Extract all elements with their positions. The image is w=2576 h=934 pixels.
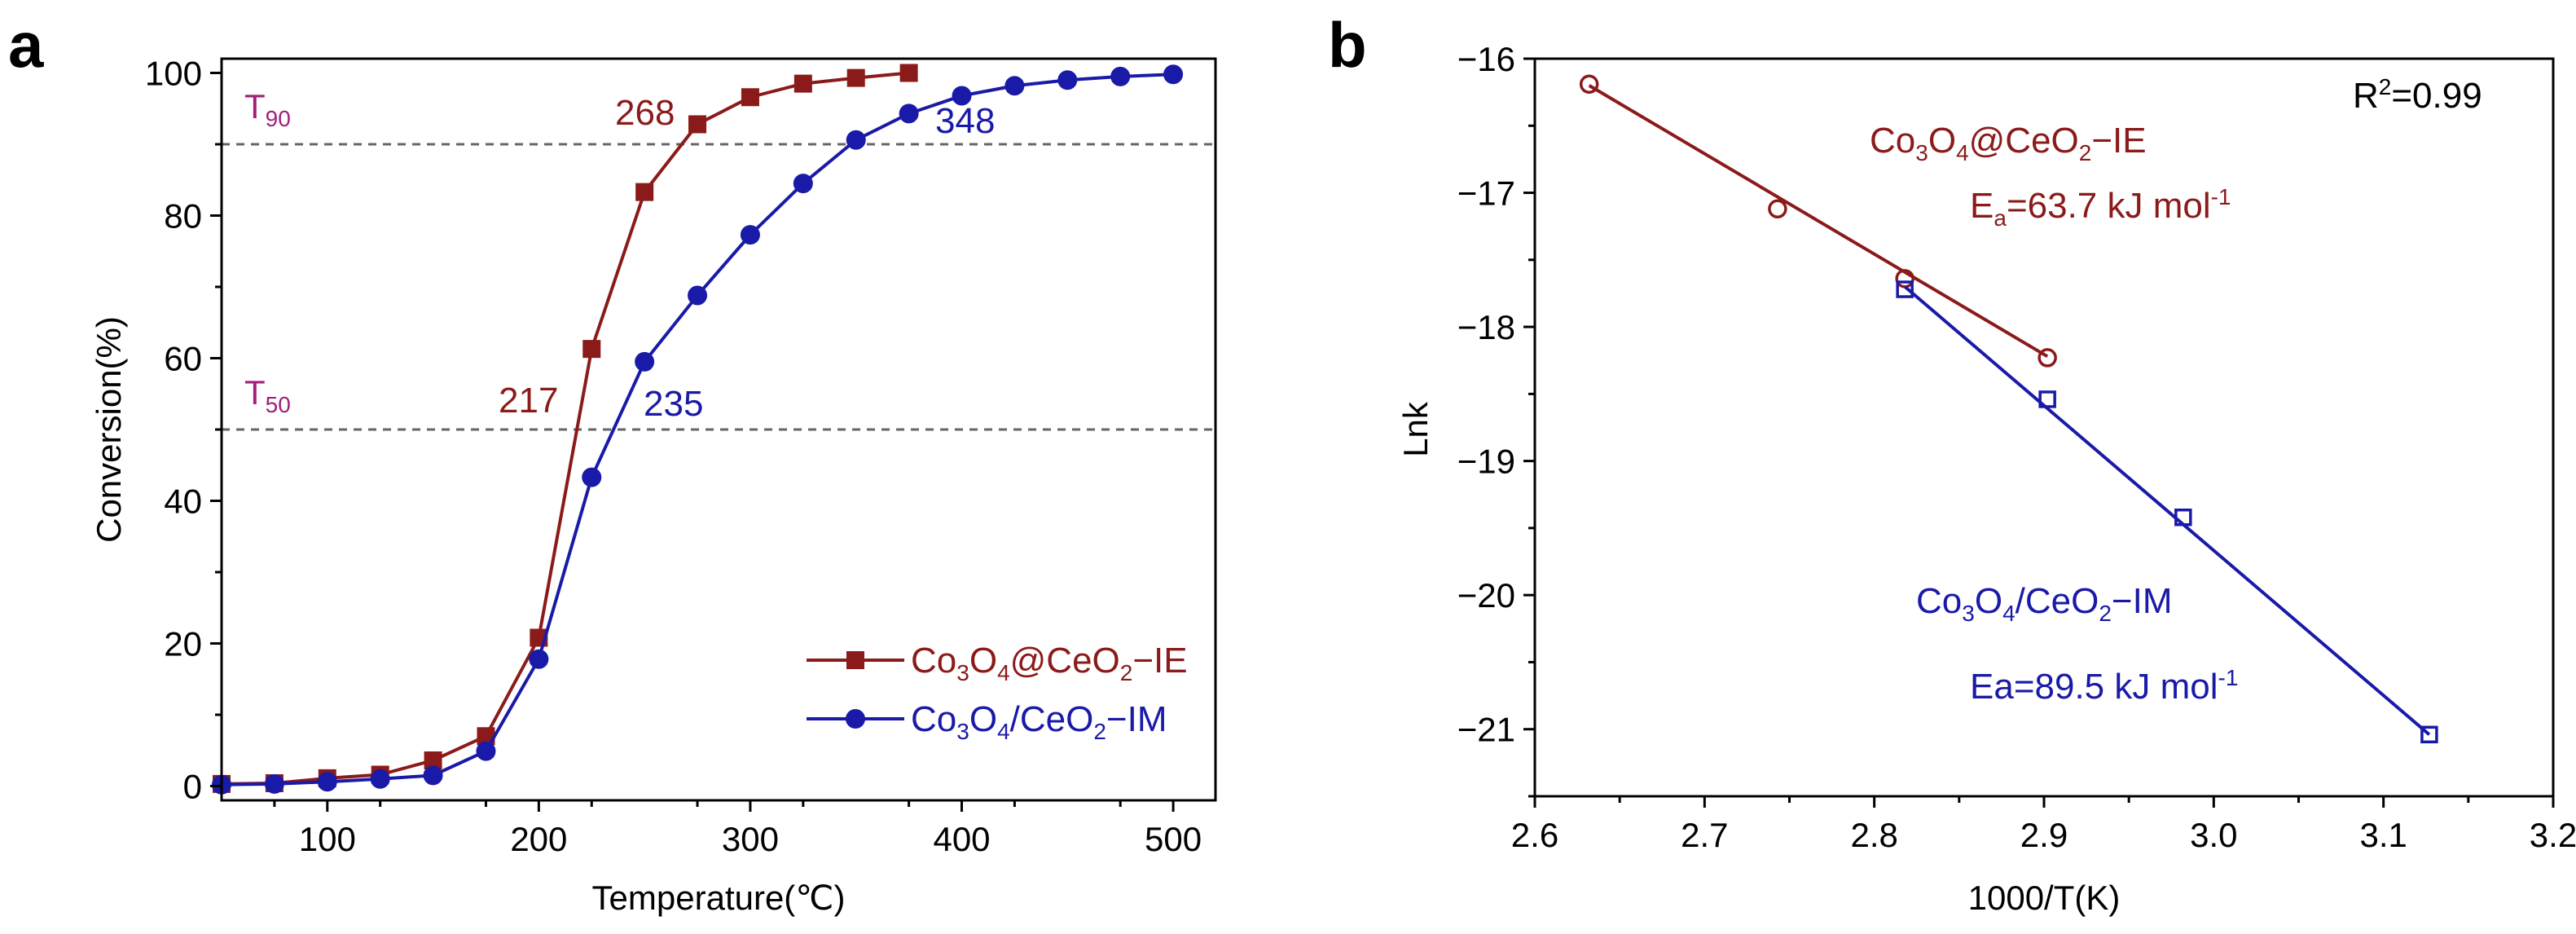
data-point-im: [1896, 280, 1914, 298]
data-point-ie: [899, 64, 918, 82]
y-tick-label-b: −21: [1457, 711, 1515, 749]
x-tick-label: 400: [933, 820, 990, 858]
x-tick-label-b: 3.2: [2530, 816, 2576, 854]
ie-activation-energy: Ea=63.7 kJ mol-1: [1970, 184, 2231, 231]
data-point-im: [740, 225, 760, 245]
data-point-im: [1163, 64, 1184, 85]
x-tick-label-b: 3.0: [2190, 816, 2237, 854]
x-axis-label: Temperature(℃): [592, 879, 846, 917]
y-tick-label-b: −18: [1457, 308, 1515, 346]
x-tick-label-b: 2.8: [1850, 816, 1897, 854]
data-point-ie: [846, 68, 865, 87]
x-tick-label-b: 2.7: [1681, 816, 1728, 854]
annotation-ie-t50: 217: [499, 381, 558, 421]
panel-b-label: b: [1328, 9, 1367, 81]
data-point-im: [476, 741, 496, 761]
data-point-im: [2038, 390, 2056, 408]
conversion-series: [212, 64, 1184, 795]
data-point-ie: [688, 115, 707, 134]
y-axis-label-b: Lnk: [1396, 401, 1435, 457]
y-tick-label: 40: [164, 482, 202, 521]
t90-label: T90: [244, 87, 291, 131]
data-point-im: [370, 769, 390, 789]
legend-entry-ie: Co3O4@CeO2−IE: [807, 641, 1188, 685]
x-tick-label-b: 3.1: [2359, 816, 2407, 854]
x-axis-ticks: 100 200 300 400 500: [273, 800, 1202, 858]
chart-a: 100 200 300 400 500 0 20 40 60 80 100 Temperature…: [90, 55, 1217, 917]
x-tick-label: 100: [299, 820, 356, 858]
im-series-name: Co3O4/CeO2−IM: [1916, 581, 2173, 626]
data-point-im: [1110, 66, 1131, 86]
x-tick-label-b: 2.6: [1511, 816, 1558, 854]
ie-series-name: Co3O4@CeO2−IE: [1870, 121, 2147, 165]
y-tick-label-b: −19: [1457, 443, 1515, 481]
data-point-im: [582, 467, 602, 487]
fit-line-im: [1903, 285, 2431, 736]
y-tick-label-b: −20: [1457, 576, 1515, 615]
data-point-im: [899, 104, 919, 124]
data-point-im: [793, 174, 813, 194]
r-squared-label: R2=0.99: [2353, 74, 2482, 116]
data-point-ie: [1579, 74, 1599, 95]
y-tick-label: 60: [164, 340, 202, 378]
data-point-ie: [1768, 199, 1787, 219]
data-point-im: [688, 285, 708, 306]
data-point-ie: [635, 183, 654, 201]
x-axis-label-b: 1000/T(K): [1968, 879, 2121, 917]
data-point-ie: [741, 88, 759, 107]
chart-b: 2.6 2.7 2.8 2.9 3.0 3.1 3.2 −16 −17 −18 −19 −20 −21…: [1396, 40, 2576, 917]
data-point-im: [317, 772, 337, 792]
data-point-im: [264, 773, 284, 794]
data-point-ie: [424, 751, 442, 769]
y-tick-label: 20: [164, 625, 202, 663]
y-tick-label: 100: [145, 55, 202, 93]
legend-entry-im: Co3O4/CeO2−IM: [807, 699, 1167, 744]
t50-label: T50: [244, 373, 291, 417]
data-point-im: [529, 649, 549, 669]
data-point-im: [846, 130, 866, 150]
arrhenius-series: [1579, 74, 2438, 744]
data-point-ie: [2038, 348, 2057, 368]
fit-line-ie: [1588, 84, 2049, 359]
y-axis-ticks-b: −16 −17 −18 −19 −20 −21: [1457, 40, 1535, 798]
legend-label-ie: Co3O4@CeO2−IE: [911, 641, 1188, 685]
threshold-lines: [222, 143, 1215, 431]
data-point-im: [2174, 508, 2192, 526]
data-point-ie: [793, 74, 812, 93]
annotation-im-t90: 348: [935, 101, 995, 141]
y-axis-label: Conversion(%): [90, 316, 128, 543]
annotation-im-t50: 235: [644, 384, 703, 424]
x-tick-label: 200: [510, 820, 567, 858]
data-point-im: [635, 351, 655, 372]
data-point-im: [2420, 725, 2438, 744]
y-tick-label: 80: [164, 197, 202, 236]
x-tick-label: 300: [722, 820, 779, 858]
y-tick-label: 0: [183, 768, 202, 806]
y-tick-label-b: −16: [1457, 40, 1515, 78]
y-tick-label-b: −17: [1457, 174, 1515, 213]
im-activation-energy: Ea=89.5 kJ mol-1: [1970, 665, 2238, 707]
data-point-im: [1057, 70, 1078, 90]
legend: Co3O4@CeO2−IE Co3O4/CeO2−IM: [807, 641, 1188, 744]
x-axis-ticks-b: 2.6 2.7 2.8 2.9 3.0 3.1 3.2: [1511, 796, 2576, 854]
x-tick-label-b: 2.9: [2020, 816, 2068, 854]
legend-label-im: Co3O4/CeO2−IM: [911, 699, 1167, 744]
y-axis-ticks: 0 20 40 60 80 100: [145, 55, 222, 806]
data-point-im: [1004, 76, 1025, 96]
annotation-ie-t90: 268: [615, 93, 675, 133]
data-point-im: [423, 765, 443, 786]
data-point-im: [952, 86, 972, 106]
data-point-ie: [582, 340, 601, 359]
panel-a-label: a: [8, 9, 44, 81]
x-tick-label: 500: [1145, 820, 1202, 858]
